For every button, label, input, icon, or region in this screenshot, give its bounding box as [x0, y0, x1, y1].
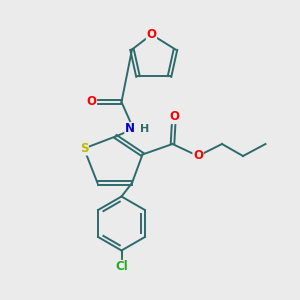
Text: O: O — [193, 149, 203, 163]
Text: N: N — [125, 122, 135, 136]
Text: O: O — [169, 110, 179, 124]
Text: S: S — [80, 142, 88, 155]
Text: O: O — [86, 95, 97, 109]
Text: Cl: Cl — [115, 260, 128, 274]
Text: O: O — [146, 28, 157, 41]
Text: H: H — [140, 124, 149, 134]
